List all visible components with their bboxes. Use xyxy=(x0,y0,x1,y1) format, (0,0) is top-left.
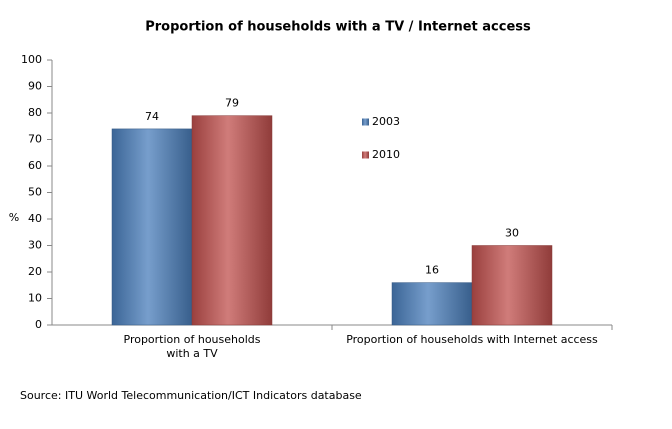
x-tick-label-box: Proportion of households with Internet a… xyxy=(346,333,598,346)
y-tick-label: 70 xyxy=(28,133,42,146)
bar xyxy=(111,128,193,326)
legend-swatch xyxy=(362,118,369,126)
x-tick-label-box: Proportion of households with a TV xyxy=(123,333,261,360)
legend-swatch xyxy=(362,151,369,159)
y-tick-label: 100 xyxy=(21,53,42,66)
y-tick-label: 10 xyxy=(28,292,42,305)
y-tick-label: 90 xyxy=(28,80,42,93)
y-tick-label: 30 xyxy=(28,239,42,252)
bar xyxy=(391,282,473,326)
y-tick-label: 50 xyxy=(28,186,42,199)
bar xyxy=(191,115,273,326)
source: Source: ITU World Telecommunication/ICT … xyxy=(20,389,362,402)
value-label: 74 xyxy=(145,110,159,123)
legend-label: 2010 xyxy=(372,148,400,161)
value-label: 30 xyxy=(505,227,519,240)
bar xyxy=(471,245,553,326)
y-tick-label: 20 xyxy=(28,265,42,278)
y-tick-label: 60 xyxy=(28,159,42,172)
legend-label: 2003 xyxy=(372,115,400,128)
value-label: 79 xyxy=(225,97,239,110)
y-axis-label: % xyxy=(9,211,19,224)
y-tick-label: 0 xyxy=(35,318,42,331)
y-tick-label: 80 xyxy=(28,106,42,119)
value-label: 16 xyxy=(425,264,439,277)
x-tick-label: Proportion of households with Internet a… xyxy=(346,333,598,346)
chart-title: Proportion of households with a TV / Int… xyxy=(145,20,531,35)
x-tick-label: Proportion of households with a TV xyxy=(123,333,261,360)
y-tick-label: 40 xyxy=(28,212,42,225)
